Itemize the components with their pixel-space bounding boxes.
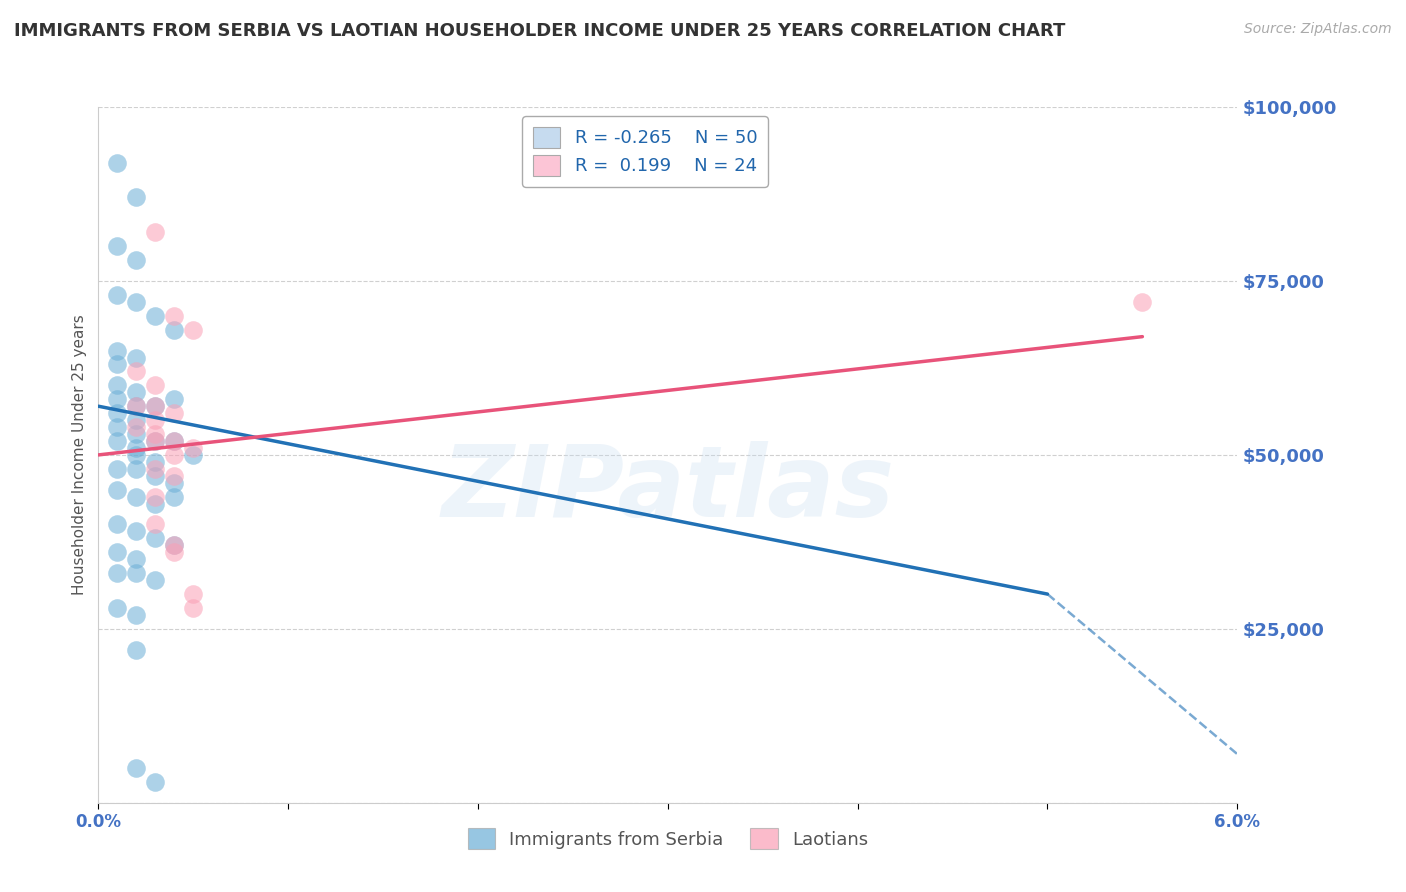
Point xyxy=(145,378,167,392)
Point xyxy=(145,517,167,532)
Point xyxy=(125,399,148,413)
Point xyxy=(125,566,148,581)
Point xyxy=(145,413,167,427)
Point xyxy=(183,323,205,337)
Point xyxy=(125,364,148,378)
Point xyxy=(145,309,167,323)
Point xyxy=(107,566,129,581)
Point xyxy=(163,406,186,420)
Point xyxy=(125,524,148,539)
Point xyxy=(145,434,167,448)
Point xyxy=(107,462,129,476)
Point xyxy=(145,532,167,546)
Point xyxy=(125,253,148,268)
Point xyxy=(163,309,186,323)
Point xyxy=(163,538,186,552)
Y-axis label: Householder Income Under 25 years: Householder Income Under 25 years xyxy=(72,315,87,595)
Point xyxy=(145,455,167,469)
Point xyxy=(125,427,148,442)
Point xyxy=(107,239,129,253)
Point xyxy=(145,462,167,476)
Point xyxy=(163,545,186,559)
Point xyxy=(125,351,148,365)
Legend: Immigrants from Serbia, Laotians: Immigrants from Serbia, Laotians xyxy=(460,822,876,856)
Point xyxy=(107,155,129,169)
Point xyxy=(1132,294,1154,309)
Point xyxy=(145,427,167,442)
Point xyxy=(107,434,129,448)
Point xyxy=(163,475,186,490)
Point xyxy=(107,343,129,358)
Point xyxy=(125,552,148,566)
Point xyxy=(107,406,129,420)
Point xyxy=(145,573,167,587)
Point xyxy=(107,288,129,302)
Point xyxy=(183,448,205,462)
Text: IMMIGRANTS FROM SERBIA VS LAOTIAN HOUSEHOLDER INCOME UNDER 25 YEARS CORRELATION : IMMIGRANTS FROM SERBIA VS LAOTIAN HOUSEH… xyxy=(14,22,1066,40)
Point xyxy=(145,434,167,448)
Point xyxy=(107,392,129,407)
Point xyxy=(163,490,186,504)
Point xyxy=(125,607,148,622)
Point xyxy=(107,517,129,532)
Point xyxy=(125,441,148,455)
Point xyxy=(107,601,129,615)
Point xyxy=(163,538,186,552)
Point xyxy=(145,468,167,483)
Point xyxy=(163,468,186,483)
Point xyxy=(145,399,167,413)
Text: ZIPatlas: ZIPatlas xyxy=(441,442,894,538)
Point xyxy=(125,448,148,462)
Point xyxy=(145,399,167,413)
Point xyxy=(125,761,148,775)
Point xyxy=(145,775,167,789)
Point xyxy=(125,462,148,476)
Point xyxy=(163,434,186,448)
Point xyxy=(107,545,129,559)
Point xyxy=(107,378,129,392)
Point xyxy=(125,413,148,427)
Text: Source: ZipAtlas.com: Source: ZipAtlas.com xyxy=(1244,22,1392,37)
Point xyxy=(163,448,186,462)
Point xyxy=(125,385,148,400)
Point xyxy=(125,420,148,434)
Point xyxy=(145,497,167,511)
Point xyxy=(183,601,205,615)
Point xyxy=(183,441,205,455)
Point xyxy=(183,587,205,601)
Point xyxy=(125,490,148,504)
Point xyxy=(125,399,148,413)
Point xyxy=(145,225,167,239)
Point xyxy=(125,642,148,657)
Point xyxy=(145,490,167,504)
Point xyxy=(107,483,129,497)
Point xyxy=(163,434,186,448)
Point xyxy=(107,420,129,434)
Point xyxy=(163,392,186,407)
Point xyxy=(125,190,148,204)
Point xyxy=(125,294,148,309)
Point xyxy=(163,323,186,337)
Point xyxy=(107,358,129,372)
